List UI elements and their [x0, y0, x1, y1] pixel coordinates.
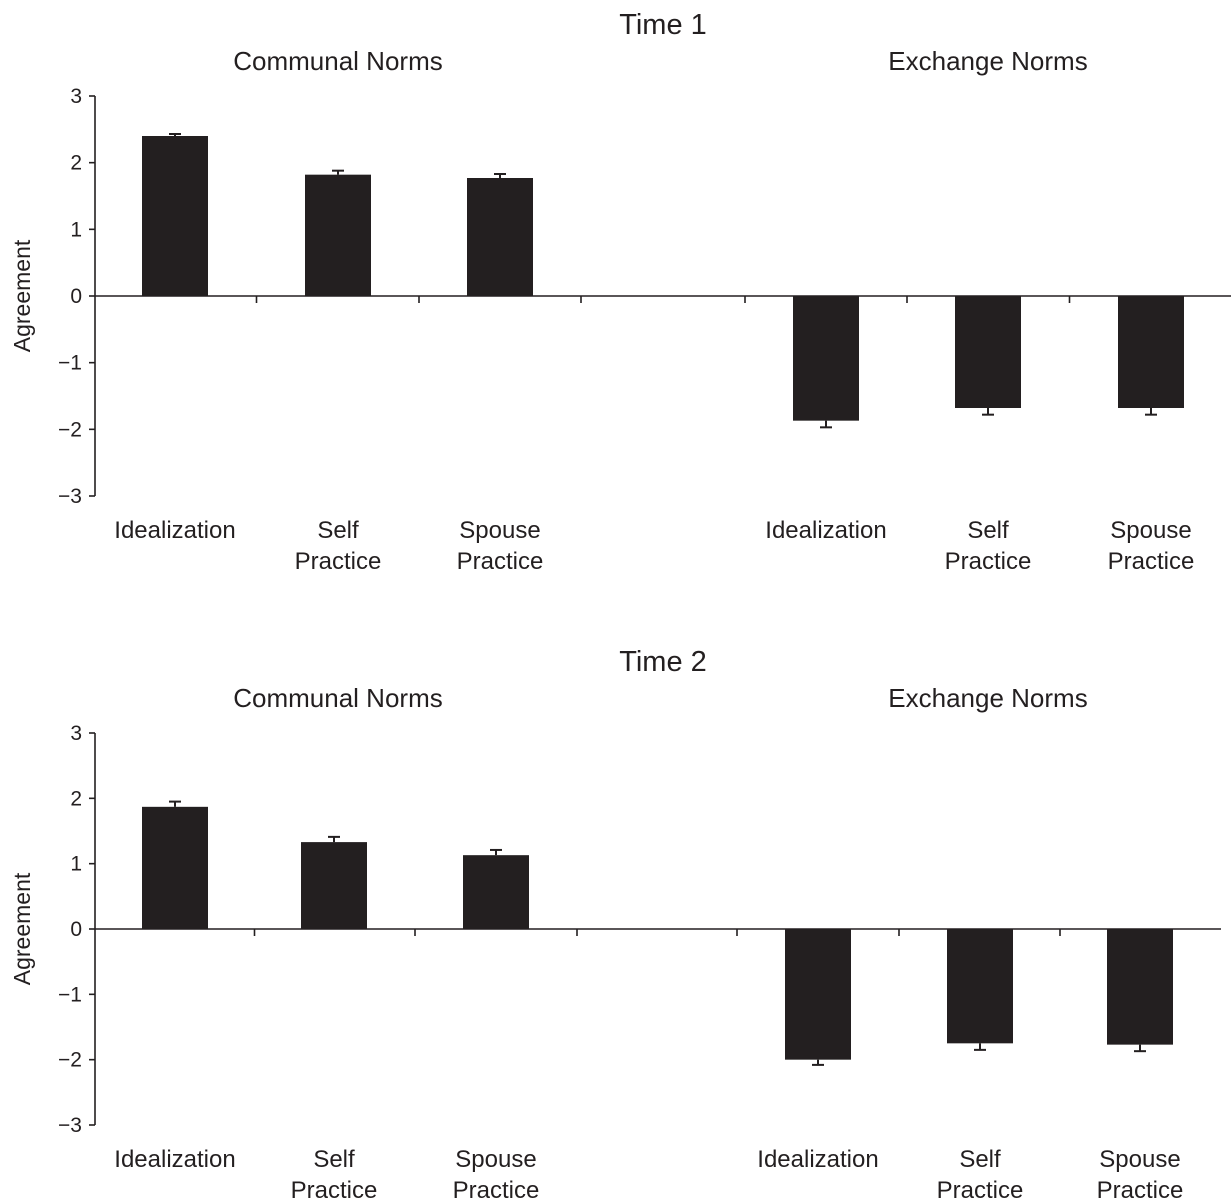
category-label: Practice	[457, 548, 544, 575]
chart-title: Time 1	[619, 9, 707, 41]
group-label: Communal Norms	[233, 683, 443, 713]
category-label: Spouse	[455, 1146, 536, 1173]
category-label: Practice	[291, 1177, 378, 1203]
category-label: Idealization	[114, 1146, 235, 1173]
y-tick-label: 3	[70, 722, 82, 745]
y-tick-label: 1	[70, 853, 82, 876]
y-tick-label: 0	[70, 285, 82, 308]
bar	[955, 296, 1021, 408]
bar	[305, 174, 371, 296]
category-label: Idealization	[757, 1146, 878, 1173]
category-label: Idealization	[765, 517, 886, 544]
category-label: Practice	[295, 548, 382, 575]
category-label: Practice	[1097, 1177, 1184, 1203]
chart-panel-1: Time 1 Communal Norms Exchange Norms 3 2 1 0 −1…	[9, 9, 1231, 575]
y-tick-label: −2	[58, 418, 82, 441]
category-label: Self	[313, 1146, 355, 1173]
category-label: Spouse	[1099, 1146, 1180, 1173]
y-tick-label: 2	[70, 152, 82, 175]
category-label: Practice	[453, 1177, 540, 1203]
y-tick-label: −3	[58, 1114, 82, 1137]
category-label: Practice	[1108, 548, 1195, 575]
y-tick-label: 0	[70, 918, 82, 941]
category-label: Practice	[937, 1177, 1024, 1203]
y-axis-label: Agreement	[9, 239, 35, 352]
bar	[142, 136, 208, 296]
bar	[947, 929, 1013, 1044]
category-label: Idealization	[114, 517, 235, 544]
y-tick-label: 3	[70, 85, 82, 108]
y-tick-label: 2	[70, 787, 82, 810]
category-label: Spouse	[459, 517, 540, 544]
category-label: Self	[317, 517, 359, 544]
bar	[301, 842, 367, 929]
y-tick-label: −1	[58, 352, 82, 375]
chart-panel-2: Time 2 Communal Norms Exchange Norms 3 2 1 0 −1…	[9, 646, 1221, 1203]
bar	[1107, 929, 1173, 1045]
bar	[1118, 296, 1184, 408]
bar	[463, 855, 529, 929]
bar	[142, 806, 208, 929]
category-label: Self	[967, 517, 1009, 544]
bar	[785, 929, 851, 1060]
group-label: Communal Norms	[233, 46, 443, 76]
y-tick-label: −1	[58, 983, 82, 1006]
group-label: Exchange Norms	[888, 46, 1087, 76]
y-tick-label: −3	[58, 485, 82, 508]
chart-title: Time 2	[619, 646, 707, 678]
category-label: Practice	[945, 548, 1032, 575]
y-axis-label: Agreement	[9, 872, 35, 985]
category-label: Spouse	[1110, 517, 1191, 544]
bar	[793, 296, 859, 421]
group-label: Exchange Norms	[888, 683, 1087, 713]
y-tick-label: −2	[58, 1049, 82, 1072]
y-tick-label: 1	[70, 218, 82, 241]
bar	[467, 178, 533, 296]
category-label: Self	[959, 1146, 1001, 1173]
